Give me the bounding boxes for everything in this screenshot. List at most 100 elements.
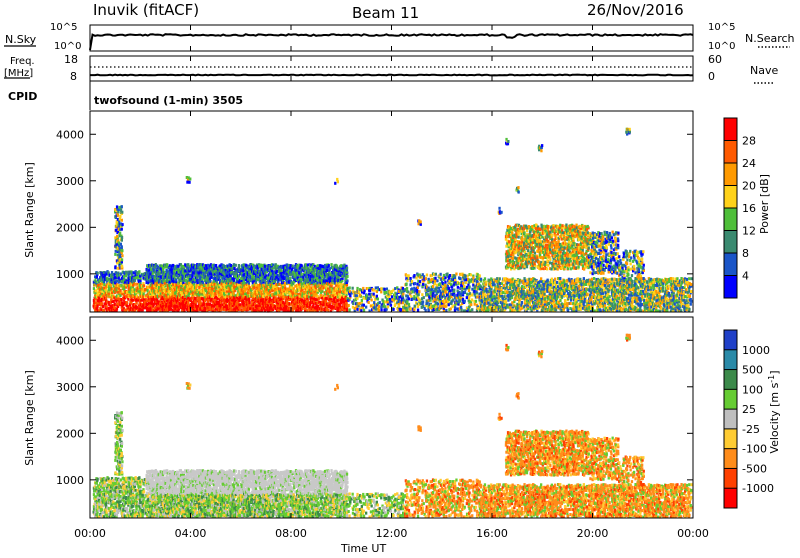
power-cell — [414, 305, 416, 308]
power-cell — [471, 308, 473, 311]
power-cell — [249, 301, 251, 304]
power-cell — [465, 281, 467, 284]
power-cell — [392, 308, 394, 311]
power-cell — [468, 289, 470, 292]
power-cell — [406, 287, 408, 290]
power-cell — [391, 295, 393, 298]
power-cell — [403, 299, 405, 302]
power-cell — [156, 265, 158, 268]
power-cell — [432, 285, 434, 288]
nave-tick-top: 60 — [708, 53, 722, 66]
power-cell — [480, 285, 482, 288]
power-cell — [121, 228, 123, 231]
power-cell — [121, 205, 123, 208]
power-cell — [436, 279, 438, 282]
power-cell — [281, 269, 283, 272]
power-cell — [301, 264, 303, 267]
power-cell — [368, 301, 370, 304]
power-cell — [414, 282, 416, 285]
power-cell — [330, 263, 332, 266]
cpid-label: CPID — [8, 90, 37, 103]
power-cell — [419, 299, 421, 302]
power-cell — [198, 296, 200, 299]
power-cell — [398, 305, 400, 308]
power-cell — [454, 294, 456, 297]
power-cell — [326, 269, 328, 272]
power-cell — [320, 294, 322, 297]
power-cell — [237, 277, 239, 280]
power-cell — [346, 280, 348, 283]
power-cell — [103, 283, 105, 286]
power-cell — [125, 271, 127, 274]
power-cell — [415, 277, 417, 280]
power-cell — [115, 280, 117, 283]
site-title: Inuvik (fitACF) — [93, 1, 199, 19]
power-cell — [390, 304, 392, 307]
power-cell — [143, 284, 145, 287]
power-cell — [317, 264, 319, 267]
power-cell — [459, 299, 461, 302]
power-cell — [356, 294, 358, 297]
power-cell — [363, 304, 365, 307]
power-cell — [464, 291, 466, 294]
power-cell — [348, 308, 350, 311]
power-cell — [352, 287, 354, 290]
power-cell — [121, 265, 123, 268]
power-cell — [348, 304, 350, 307]
power-cell — [345, 291, 347, 294]
freq-tick-top: 18 — [64, 53, 78, 66]
nave-label: Nave — [750, 64, 778, 77]
power-cell — [215, 264, 217, 267]
power-cell — [114, 253, 116, 256]
power-cell — [444, 281, 446, 284]
freq-label-line1: Freq. — [10, 56, 35, 67]
power-cell — [349, 286, 351, 289]
power-cell — [166, 263, 168, 266]
power-cell — [453, 289, 455, 292]
power-cell — [437, 290, 439, 293]
power-cell — [329, 267, 331, 270]
power-cell — [113, 300, 115, 303]
power-cell — [379, 301, 381, 304]
power-cell — [362, 287, 364, 290]
power-cell — [121, 258, 123, 261]
power-cell — [346, 275, 348, 278]
power-cell — [356, 297, 358, 300]
power-cell — [434, 277, 436, 280]
power-cell — [93, 287, 95, 290]
power-cell — [479, 274, 481, 277]
power-cell — [419, 280, 421, 283]
power-cell — [437, 303, 439, 306]
power-cell — [426, 274, 428, 277]
power-cell — [422, 301, 424, 304]
power-cell — [413, 287, 415, 290]
power-cell — [475, 290, 477, 293]
power-cell — [417, 309, 419, 312]
date-title: 26/Nov/2016 — [587, 1, 684, 19]
power-cell — [394, 287, 396, 290]
power-cell — [378, 305, 380, 308]
power-cell — [219, 279, 221, 282]
power-cell — [202, 281, 204, 284]
power-cell — [119, 294, 121, 297]
power-cell — [402, 309, 404, 312]
power-cell — [101, 302, 103, 305]
power-cell — [406, 309, 408, 312]
power-cell — [168, 290, 170, 293]
power-cell — [447, 287, 449, 290]
power-cell — [143, 293, 145, 296]
power-cell — [119, 289, 121, 292]
power-cell — [121, 246, 123, 249]
power-cell — [410, 307, 412, 310]
power-cell — [230, 264, 232, 267]
power-cell — [471, 298, 473, 301]
power-cell — [418, 290, 420, 293]
power-cell — [356, 308, 358, 311]
power-cell — [115, 250, 117, 253]
power-cell — [448, 303, 450, 306]
freq-series — [90, 75, 693, 76]
power-cell — [289, 277, 291, 280]
power-cell — [356, 305, 358, 308]
power-cell — [121, 239, 123, 242]
